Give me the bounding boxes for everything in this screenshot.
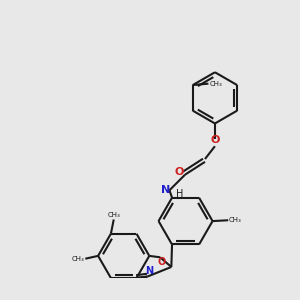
Text: CH₃: CH₃ bbox=[209, 81, 222, 87]
Text: H: H bbox=[176, 189, 183, 199]
Text: CH₃: CH₃ bbox=[107, 212, 120, 218]
Text: O: O bbox=[210, 135, 220, 145]
Text: O: O bbox=[158, 257, 166, 267]
Text: N: N bbox=[161, 185, 171, 195]
Text: CH₃: CH₃ bbox=[229, 217, 242, 223]
Text: O: O bbox=[174, 167, 184, 177]
Text: CH₃: CH₃ bbox=[71, 256, 84, 262]
Text: N: N bbox=[145, 266, 153, 277]
